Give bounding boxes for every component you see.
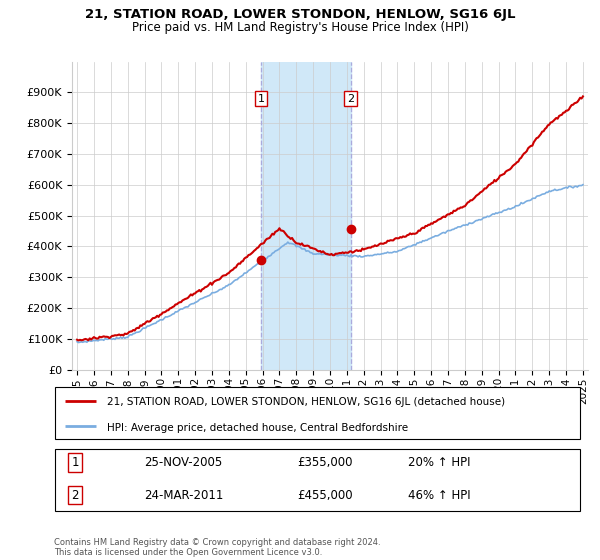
Text: HPI: Average price, detached house, Central Bedfordshire: HPI: Average price, detached house, Cent… (107, 423, 408, 433)
FancyBboxPatch shape (55, 449, 580, 511)
Text: 24-MAR-2011: 24-MAR-2011 (144, 488, 223, 502)
Text: £355,000: £355,000 (297, 456, 352, 469)
Text: 2: 2 (71, 488, 79, 502)
FancyBboxPatch shape (55, 388, 580, 438)
Text: 46% ↑ HPI: 46% ↑ HPI (408, 488, 470, 502)
Text: 2: 2 (347, 94, 355, 104)
Text: 1: 1 (71, 456, 79, 469)
Text: 21, STATION ROAD, LOWER STONDON, HENLOW, SG16 6JL (detached house): 21, STATION ROAD, LOWER STONDON, HENLOW,… (107, 398, 505, 407)
Text: Price paid vs. HM Land Registry's House Price Index (HPI): Price paid vs. HM Land Registry's House … (131, 21, 469, 34)
Text: Contains HM Land Registry data © Crown copyright and database right 2024.
This d: Contains HM Land Registry data © Crown c… (54, 538, 380, 557)
Text: £455,000: £455,000 (297, 488, 353, 502)
Text: 20% ↑ HPI: 20% ↑ HPI (408, 456, 470, 469)
Text: 25-NOV-2005: 25-NOV-2005 (144, 456, 222, 469)
Text: 1: 1 (257, 94, 265, 104)
Bar (261, 62, 351, 370)
Text: 21, STATION ROAD, LOWER STONDON, HENLOW, SG16 6JL: 21, STATION ROAD, LOWER STONDON, HENLOW,… (85, 8, 515, 21)
